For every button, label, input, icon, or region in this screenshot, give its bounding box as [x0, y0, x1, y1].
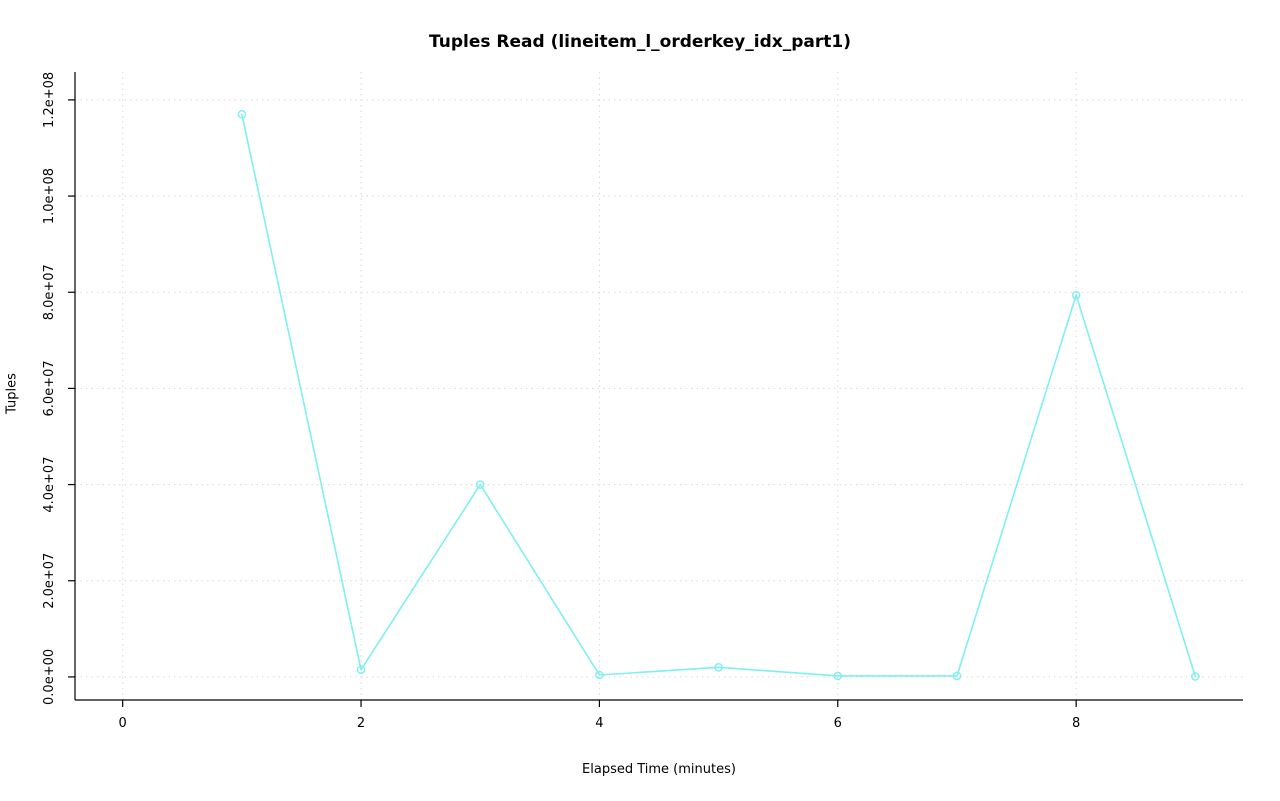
y-tick-label: 2.0e+07 [42, 553, 57, 609]
y-tick-label: 8.0e+07 [42, 264, 57, 320]
y-tick-label: 0.0e+00 [42, 649, 57, 705]
axes [74, 72, 1243, 701]
x-tick-label: 4 [595, 716, 603, 731]
data-point-marker [714, 663, 723, 672]
y-axis-ticks: 0.0e+00 2.0e+07 4.0e+07 6.0e+07 8.0e+07 1.0e+… [42, 72, 75, 705]
data-point-marker [237, 110, 247, 119]
y-tick-label: 6.0e+07 [42, 360, 57, 416]
chart-title: Tuples Read (lineitem_l_orderkey_idx_par… [429, 32, 851, 52]
x-axis-ticks: 0 2 4 6 8 [119, 700, 1080, 731]
x-tick-label: 0 [119, 716, 127, 731]
y-axis-label: Tuples [4, 373, 20, 414]
data-point-marker [475, 480, 485, 489]
data-point-marker [1071, 290, 1081, 300]
x-tick-label: 8 [1072, 716, 1080, 731]
y-tick-label: 1.0e+08 [42, 168, 57, 224]
y-tick-label: 4.0e+07 [42, 457, 57, 513]
data-point-marker [595, 670, 604, 680]
data-point-marker [356, 665, 366, 675]
gridlines [75, 72, 1243, 700]
y-tick-label: 1.2e+08 [42, 72, 57, 128]
data-point-marker [833, 671, 843, 681]
x-tick-label: 2 [357, 716, 365, 731]
data-line [241, 113, 1197, 678]
data-point-marker [1191, 672, 1200, 681]
x-axis-label: Elapsed Time (minutes) [582, 762, 736, 777]
data-points [237, 110, 1200, 681]
x-tick-label: 6 [834, 716, 842, 731]
data-point-marker [952, 671, 962, 681]
